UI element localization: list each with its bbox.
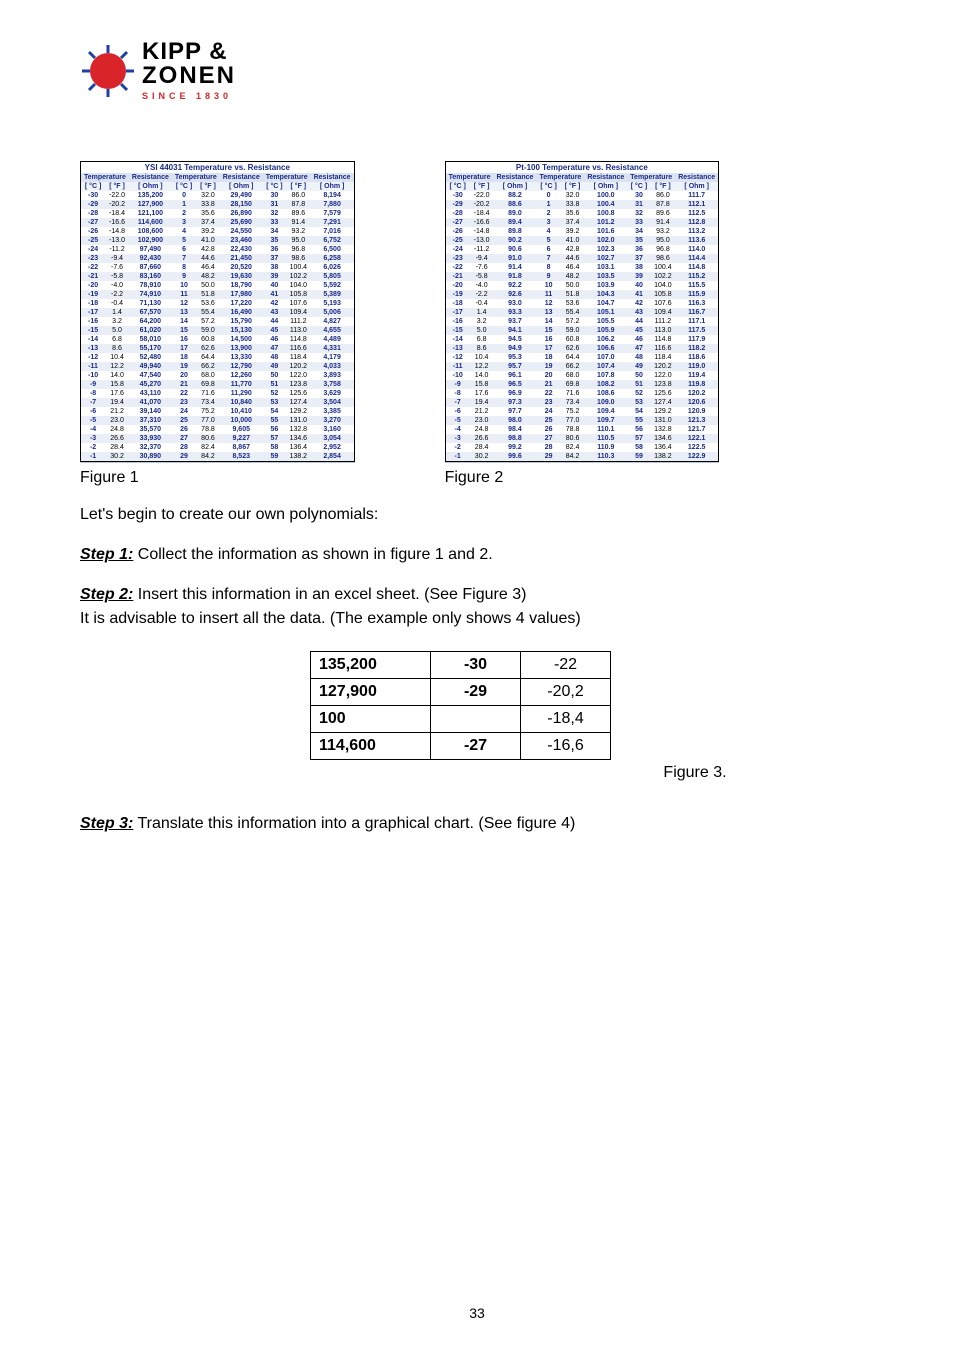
figure-1-sep xyxy=(80,462,355,463)
table-row: -24-11.290.6642.8102.33696.8114.0 xyxy=(445,245,719,254)
table-row: -130.230,8902984.28,52359138.22,854 xyxy=(81,452,355,462)
table-row: -19-2.274,9101151.817,98041105.85,389 xyxy=(81,290,355,299)
logo: KIPP & ZONEN SINCE 1830 xyxy=(80,40,874,101)
table-row: 100-18,4 xyxy=(311,706,611,733)
table-row: -28-18.489.0235.6100.83289.6112.5 xyxy=(445,209,719,218)
table-row: -523.037,3102577.010,00055131.03,270 xyxy=(81,416,355,425)
table-row: -1210.452,4801864.413,33048118.44,179 xyxy=(81,353,355,362)
table-row: -138.694.91762.6106.647116.6118.2 xyxy=(445,344,719,353)
table-row: -1014.047,5402068.012,26050122.03,893 xyxy=(81,371,355,380)
table-row: -25-13.0102,900541.023,4603595.06,752 xyxy=(81,236,355,245)
step-2-body-2: It is advisable to insert all the data. … xyxy=(80,610,581,627)
step-3-label: Step 3: xyxy=(80,815,133,832)
logo-icon xyxy=(80,43,136,99)
table-row: -23-9.492,430744.621,4503798.66,258 xyxy=(81,254,355,263)
logo-text: KIPP & ZONEN SINCE 1830 xyxy=(142,40,236,101)
logo-line2: ZONEN xyxy=(142,64,236,88)
table-row: -915.896.52169.8108.251123.8119.8 xyxy=(445,380,719,389)
intro-text: Let's begin to create our own polynomial… xyxy=(80,503,874,527)
table-row: -163.293.71457.2105.544111.2117.1 xyxy=(445,317,719,326)
table-row: -1112.249,9401966.212,79049120.24,033 xyxy=(81,362,355,371)
page: KIPP & ZONEN SINCE 1830 YSI 44031 Temper… xyxy=(0,0,954,1351)
table-row: -29-20.2127,900133.828,1503187.87,880 xyxy=(81,200,355,209)
step-2: Step 2: Insert this information in an ex… xyxy=(80,583,874,631)
table-row: -424.835,5702678.89,60556132.83,160 xyxy=(81,425,355,434)
table-row: -228.499.22882.4110.958136.4122.5 xyxy=(445,443,719,452)
logo-since: SINCE 1830 xyxy=(142,92,236,101)
figure-2-table: Pt-100 Temperature vs. ResistanceTempera… xyxy=(445,161,720,462)
step-2-label: Step 2: xyxy=(80,586,133,603)
logo-line1: KIPP & xyxy=(142,40,236,64)
table-row: -719.497.32373.4109.053127.4120.6 xyxy=(445,398,719,407)
table-row: -18-0.493.01253.6104.742107.6116.3 xyxy=(445,299,719,308)
table-row: -20-4.092.21050.0103.940104.0115.5 xyxy=(445,281,719,290)
figure-1-block: YSI 44031 Temperature vs. ResistanceTemp… xyxy=(80,161,355,487)
table-row: -21-5.883,160948.219,63039102.25,805 xyxy=(81,272,355,281)
figure-2-caption: Figure 2 xyxy=(445,469,720,487)
page-number: 33 xyxy=(0,1305,954,1321)
figure-3-block: 135,200-30-22127,900-29-20,2100-18,4114,… xyxy=(310,651,874,782)
figure-2-sep xyxy=(445,462,720,463)
table-row: -26-14.889.8439.2101.63493.2113.2 xyxy=(445,227,719,236)
table-row: -326.633,9302780.69,22757134.63,054 xyxy=(81,434,355,443)
table-row: -24-11.297,490642.822,4303696.86,500 xyxy=(81,245,355,254)
table-row: -27-16.6114,600337.425,6903391.47,291 xyxy=(81,218,355,227)
table-row: -228.432,3702882.48,86758136.42,952 xyxy=(81,443,355,452)
step-1-label: Step 1: xyxy=(80,546,133,563)
table-row: -29-20.288.6133.8100.43187.8112.1 xyxy=(445,200,719,209)
table-row: -326.698.82780.6110.557134.6122.1 xyxy=(445,434,719,443)
table-row: -1112.295.71966.2107.449120.2119.0 xyxy=(445,362,719,371)
table-row: -130.299.62984.2110.359138.2122.9 xyxy=(445,452,719,462)
step-2-body-1: Insert this information in an excel shee… xyxy=(133,586,526,603)
figures-row: YSI 44031 Temperature vs. ResistanceTemp… xyxy=(80,161,874,487)
table-row: -171.493.31355.4105.143109.4116.7 xyxy=(445,308,719,317)
table-row: -22-7.687,660846.420,52038100.46,026 xyxy=(81,263,355,272)
table-row: -146.894.51660.8106.246114.8117.9 xyxy=(445,335,719,344)
table-row: -424.898.42678.8110.156132.8121.7 xyxy=(445,425,719,434)
figure-3-table: 135,200-30-22127,900-29-20,2100-18,4114,… xyxy=(310,651,611,760)
table-row: -146.858,0101660.814,50046114.84,489 xyxy=(81,335,355,344)
table-row: -23-9.491.0744.6102.73798.6114.4 xyxy=(445,254,719,263)
table-row: -27-16.689.4337.4101.23391.4112.8 xyxy=(445,218,719,227)
table-row: -19-2.292.61151.8104.341105.8115.9 xyxy=(445,290,719,299)
figure-1-caption: Figure 1 xyxy=(80,469,355,487)
table-row: -915.845,2702169.811,77051123.83,758 xyxy=(81,380,355,389)
table-row: -22-7.691.4846.4103.138100.4114.8 xyxy=(445,263,719,272)
table-row: -1014.096.12068.0107.850122.0119.4 xyxy=(445,371,719,380)
table-row: 127,900-29-20,2 xyxy=(311,679,611,706)
step-3: Step 3: Translate this information into … xyxy=(80,812,874,836)
table-row: 114,600-27-16,6 xyxy=(311,733,611,760)
figure-2-block: Pt-100 Temperature vs. ResistanceTempera… xyxy=(445,161,720,487)
table-row: -163.264,2001457.215,79044111.24,827 xyxy=(81,317,355,326)
table-row: -20-4.078,9101050.018,79040104.05,592 xyxy=(81,281,355,290)
step-3-body: Translate this information into a graphi… xyxy=(133,815,575,832)
table-row: -155.061,0201559.015,13045113.04,655 xyxy=(81,326,355,335)
figure-3-caption: Figure 3. xyxy=(540,764,850,782)
table-row: -1210.495.31864.4107.048118.4118.6 xyxy=(445,353,719,362)
table-row: -719.441,0702373.410,84053127.43,504 xyxy=(81,398,355,407)
table-row: -26-14.8108,600439.224,5503493.27,016 xyxy=(81,227,355,236)
table-row: 135,200-30-22 xyxy=(311,652,611,679)
table-row: -621.297.72475.2109.454129.2120.9 xyxy=(445,407,719,416)
table-row: -30-22.088.2032.0100.03086.0111.7 xyxy=(445,191,719,200)
table-row: -817.696.92271.6108.652125.6120.2 xyxy=(445,389,719,398)
step-1: Step 1: Collect the information as shown… xyxy=(80,543,874,567)
table-row: -817.643,1102271.611,29052125.63,629 xyxy=(81,389,355,398)
table-row: -21-5.891.8948.2103.539102.2115.2 xyxy=(445,272,719,281)
table-row: -28-18.4121,100235.626,8903289.67,579 xyxy=(81,209,355,218)
figure-1-table: YSI 44031 Temperature vs. ResistanceTemp… xyxy=(80,161,355,462)
table-row: -155.094.11559.0105.945113.0117.5 xyxy=(445,326,719,335)
step-1-body: Collect the information as shown in figu… xyxy=(133,546,492,563)
table-row: -30-22.0135,200032.029,4903086.08,194 xyxy=(81,191,355,200)
table-row: -25-13.090.2541.0102.03595.0113.6 xyxy=(445,236,719,245)
table-row: -138.655,1701762.613,90047116.64,331 xyxy=(81,344,355,353)
table-row: -18-0.471,1301253.617,22042107.65,193 xyxy=(81,299,355,308)
table-row: -171.467,5701355.416,49043109.45,006 xyxy=(81,308,355,317)
table-row: -523.098.02577.0109.755131.0121.3 xyxy=(445,416,719,425)
table-row: -621.239,1402475.210,41054129.23,385 xyxy=(81,407,355,416)
